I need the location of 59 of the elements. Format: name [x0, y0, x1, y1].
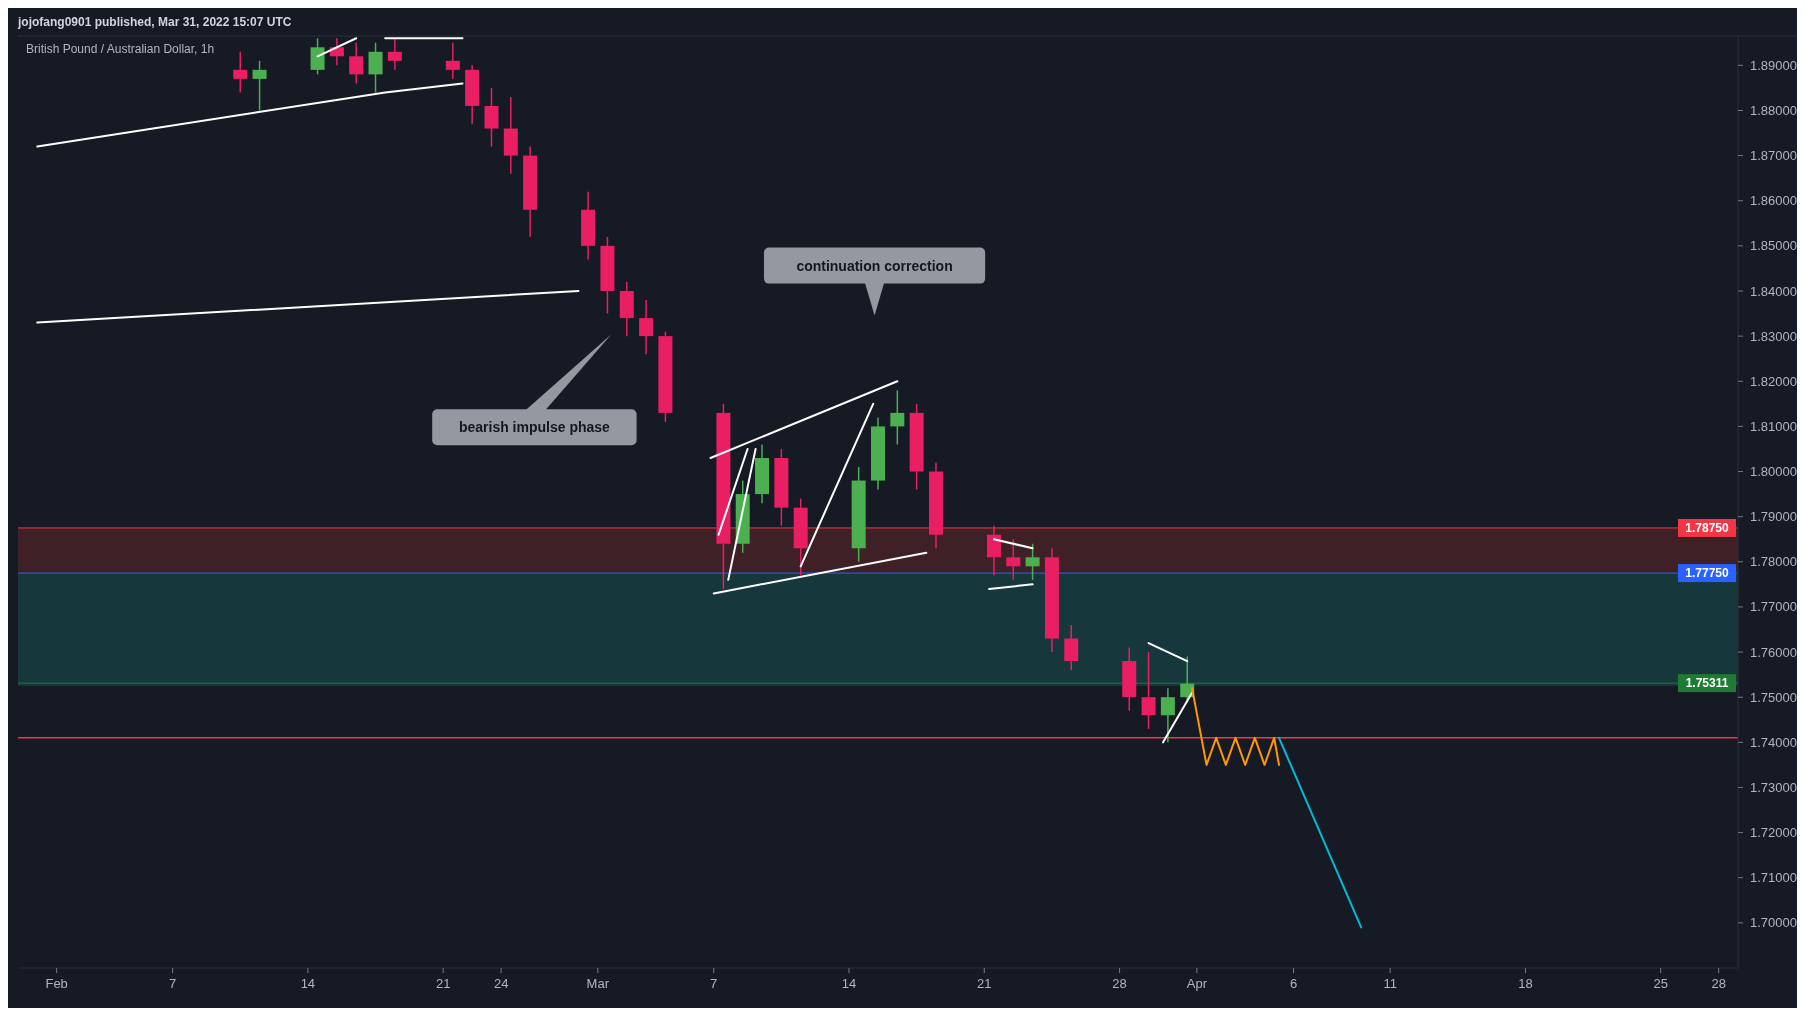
y-tick-label: 1.70000: [1750, 915, 1797, 931]
y-tick-label: 1.75000: [1750, 689, 1797, 705]
x-tick-label: 14: [841, 976, 857, 991]
y-tick-label: 1.84000: [1750, 283, 1797, 299]
y-tick-label: 1.72000: [1750, 825, 1797, 841]
y-tick-label: 1.77000: [1750, 599, 1797, 615]
ref-line-label: 1.75311: [1685, 676, 1729, 691]
y-tick-label: 1.81000: [1750, 418, 1797, 434]
candlestick: [387, 37, 402, 71]
candlestick: [1141, 651, 1156, 730]
candlestick: [1006, 538, 1021, 581]
candlestick: [349, 42, 364, 85]
x-tick-label: 28: [1112, 976, 1127, 991]
candlestick: [1064, 624, 1079, 671]
candlestick: [890, 389, 905, 446]
candlestick: [1025, 543, 1040, 581]
x-tick-label: 6: [1289, 976, 1298, 991]
candlestick: [233, 51, 248, 94]
y-tick-label: 1.74000: [1750, 734, 1797, 750]
x-tick-label: Apr: [1186, 976, 1208, 991]
x-tick-label: 11: [1383, 976, 1397, 991]
x-tick-label: 18: [1518, 976, 1533, 991]
x-tick-label: 24: [493, 976, 509, 991]
y-tick-label: 1.89000: [1750, 57, 1797, 73]
text: jojofang0901 published, Mar 31, 2022 15:07 UTC: [17, 15, 292, 29]
x-tick-label: 7: [168, 976, 177, 991]
x-tick-label: Feb: [45, 976, 68, 991]
y-tick-label: 1.88000: [1750, 103, 1797, 119]
y-tick-label: 1.78000: [1750, 554, 1797, 570]
y-tick-label: 1.85000: [1750, 238, 1797, 254]
x-tick-label: 14: [300, 976, 316, 991]
y-tick-label: 1.80000: [1750, 464, 1797, 480]
candlestick: [484, 87, 499, 148]
y-tick-label: 1.83000: [1750, 328, 1797, 344]
ref-line-label: 1.78750: [1685, 521, 1730, 536]
y-tick-label: 1.87000: [1750, 148, 1797, 164]
candlestick: [1160, 687, 1175, 744]
candlestick: [986, 524, 1001, 577]
y-tick-label: 1.71000: [1750, 870, 1797, 886]
candlestick: [310, 37, 325, 76]
y-tick-label: 1.82000: [1750, 373, 1797, 389]
y-tick-label: 1.79000: [1750, 509, 1797, 525]
y-tick-label: 1.73000: [1750, 780, 1797, 796]
candlestick: [639, 299, 654, 355]
candlestick: [445, 42, 460, 80]
x-tick-label: 28: [1711, 976, 1726, 991]
x-tick-label: 25: [1653, 976, 1668, 991]
ref-line-label: 1.77750: [1685, 566, 1730, 581]
x-tick-label: 21: [977, 976, 992, 991]
annotation: continuation correction: [796, 257, 953, 274]
text: British Pound / Australian Dollar, 1h: [26, 42, 215, 56]
x-tick-label: 7: [710, 976, 718, 991]
x-tick-label: Mar: [586, 976, 610, 991]
candlestick: [252, 60, 267, 112]
y-tick-label: 1.86000: [1750, 193, 1797, 209]
x-tick-label: 21: [435, 976, 451, 991]
candlestick: [368, 42, 383, 94]
y-tick-label: 1.76000: [1750, 644, 1797, 660]
annotation: bearish impulse phase: [458, 419, 611, 436]
